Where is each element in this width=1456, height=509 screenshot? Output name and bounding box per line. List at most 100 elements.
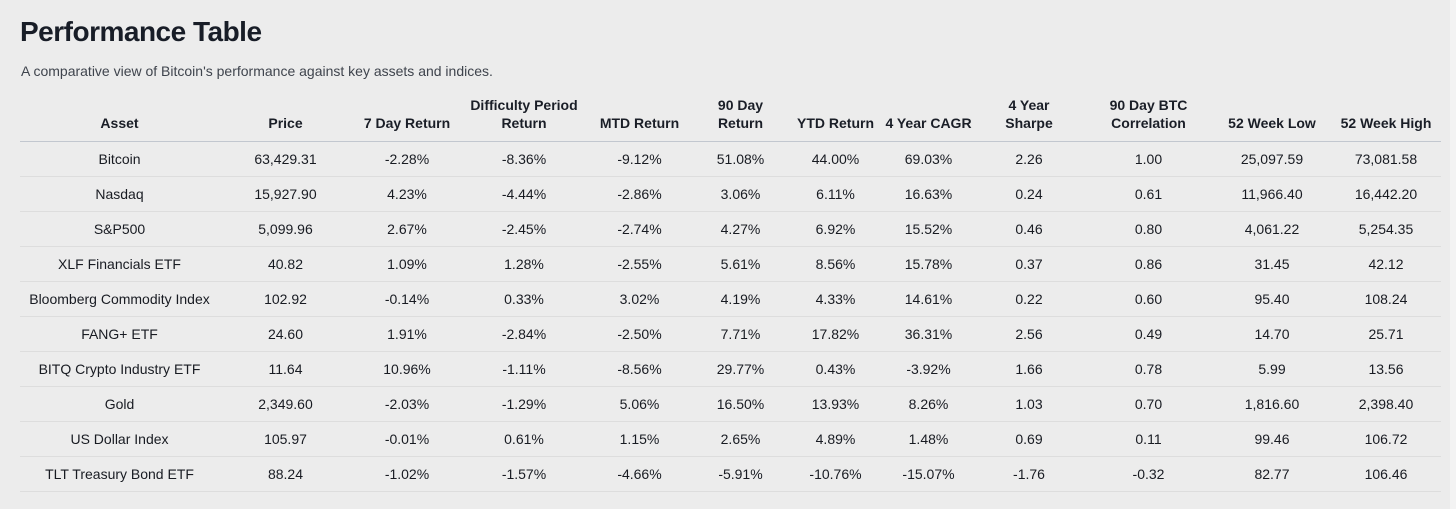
- cell-4-year-sharpe: 0.69: [1015, 431, 1043, 447]
- cell-90-day-btc-correlation: 0.86: [1134, 256, 1163, 272]
- cell-52-week-low: 31.45: [1254, 256, 1290, 272]
- cell-90-day-btc-correlation: 0.60: [1134, 291, 1163, 307]
- column-header-90-day-return: 90 Day Return: [717, 97, 764, 131]
- cell-7-day-return: 1.91%: [387, 326, 427, 342]
- cell-90-day-return: 7.71%: [720, 326, 761, 342]
- cell-90-day-return: 29.77%: [716, 361, 765, 377]
- cell-price: 2,349.60: [258, 396, 313, 412]
- column-header-difficulty-period-return: Difficulty Period Return: [470, 97, 578, 131]
- cell-4-year-cagr: -3.92%: [906, 361, 951, 377]
- cell-52-week-low: 14.70: [1254, 326, 1290, 342]
- cell-mtd-return: -2.74%: [617, 221, 662, 237]
- cell-ytd-return: 8.56%: [815, 256, 856, 272]
- cell-52-week-low: 99.46: [1254, 431, 1290, 447]
- cell-ytd-return: 17.82%: [811, 326, 860, 342]
- column-header-asset: Asset: [100, 115, 139, 131]
- table-row: Bloomberg Commodity Index 102.92 -0.14% 0.3…: [20, 281, 1441, 317]
- cell-price: 11.64: [268, 361, 303, 377]
- cell-ytd-return: 44.00%: [811, 151, 860, 167]
- cell-asset: FANG+ ETF: [81, 326, 158, 342]
- cell-asset: Bloomberg Commodity Index: [29, 291, 210, 307]
- cell-asset: Bitcoin: [98, 151, 141, 167]
- cell-90-day-btc-correlation: 1.00: [1134, 151, 1163, 167]
- cell-4-year-cagr: 14.61%: [904, 291, 953, 307]
- cell-52-week-high: 106.46: [1364, 466, 1408, 482]
- cell-4-year-sharpe: 2.56: [1015, 326, 1043, 342]
- table-row: S&P500 5,099.96 2.67% -2.45% -2.74% 4.27% 6.92…: [20, 211, 1441, 247]
- cell-price: 105.97: [264, 431, 307, 447]
- cell-52-week-low: 82.77: [1254, 466, 1290, 482]
- cell-mtd-return: -8.56%: [617, 361, 662, 377]
- cell-mtd-return: 5.06%: [619, 396, 660, 412]
- cell-ytd-return: 4.33%: [815, 291, 856, 307]
- cell-4-year-sharpe: 2.26: [1015, 151, 1043, 167]
- cell-52-week-low: 1,816.60: [1244, 396, 1300, 412]
- column-header-52-week-high: 52 Week High: [1340, 115, 1432, 131]
- performance-table: Asset Price 7 Day Return Difficulty Period …: [20, 96, 1441, 492]
- cell-price: 102.92: [264, 291, 307, 307]
- column-header-7-day-return: 7 Day Return: [363, 115, 451, 131]
- cell-mtd-return: -4.66%: [617, 466, 662, 482]
- column-header-ytd-return: YTD Return: [797, 115, 874, 131]
- cell-90-day-return: 2.65%: [720, 431, 761, 447]
- cell-90-day-return: 5.61%: [720, 256, 761, 272]
- cell-asset: Gold: [104, 396, 135, 412]
- cell-4-year-sharpe: 0.24: [1015, 186, 1043, 202]
- cell-52-week-high: 2,398.40: [1358, 396, 1414, 412]
- cell-mtd-return: 3.02%: [619, 291, 660, 307]
- cell-difficulty-period-return: -2.84%: [501, 326, 547, 342]
- cell-4-year-cagr: -15.07%: [902, 466, 955, 482]
- cell-4-year-cagr: 16.63%: [904, 186, 953, 202]
- cell-7-day-return: 1.09%: [387, 256, 427, 272]
- cell-difficulty-period-return: 1.28%: [504, 256, 544, 272]
- cell-4-year-cagr: 69.03%: [904, 151, 953, 167]
- table-row: Bitcoin 63,429.31 -2.28% -8.36% -9.12% 51.08%…: [20, 142, 1441, 177]
- cell-52-week-high: 108.24: [1364, 291, 1408, 307]
- cell-90-day-return: -5.91%: [718, 466, 763, 482]
- cell-90-day-btc-correlation: 0.80: [1134, 221, 1163, 237]
- cell-7-day-return: -2.28%: [384, 151, 430, 167]
- cell-52-week-low: 5.99: [1258, 361, 1286, 377]
- cell-7-day-return: 2.67%: [387, 221, 427, 237]
- cell-7-day-return: 4.23%: [387, 186, 427, 202]
- cell-4-year-sharpe: 1.03: [1015, 396, 1043, 412]
- cell-ytd-return: 6.92%: [815, 221, 856, 237]
- cell-90-day-return: 4.27%: [720, 221, 761, 237]
- cell-asset: BITQ Crypto Industry ETF: [38, 361, 201, 377]
- column-header-4-year-sharpe: 4 Year Sharpe: [1005, 97, 1053, 131]
- table-row: BITQ Crypto Industry ETF 11.64 10.96% -1.11…: [20, 351, 1441, 387]
- cell-price: 15,927.90: [254, 186, 317, 202]
- cell-ytd-return: 6.11%: [816, 186, 855, 202]
- cell-7-day-return: -1.02%: [384, 466, 430, 482]
- column-header-mtd-return: MTD Return: [599, 115, 680, 131]
- cell-52-week-high: 13.56: [1368, 361, 1404, 377]
- cell-mtd-return: 1.15%: [619, 431, 660, 447]
- cell-ytd-return: 13.93%: [811, 396, 860, 412]
- cell-52-week-high: 73,081.58: [1354, 151, 1418, 167]
- cell-price: 24.60: [267, 326, 304, 342]
- cell-52-week-high: 16,442.20: [1354, 186, 1418, 202]
- cell-asset: TLT Treasury Bond ETF: [45, 466, 194, 482]
- cell-ytd-return: -10.76%: [809, 466, 862, 482]
- cell-difficulty-period-return: 0.61%: [504, 431, 544, 447]
- cell-asset: Nasdaq: [95, 186, 144, 202]
- cell-90-day-btc-correlation: -0.32: [1132, 466, 1165, 482]
- cell-4-year-sharpe: -1.76: [1013, 466, 1045, 482]
- cell-90-day-return: 16.50%: [716, 396, 765, 412]
- cell-90-day-btc-correlation: 0.49: [1134, 326, 1163, 342]
- cell-price: 5,099.96: [258, 221, 313, 237]
- column-header-90-day-btc-correlation: 90 Day BTC Correlation: [1109, 97, 1188, 131]
- table-row: FANG+ ETF 24.60 1.91% -2.84% -2.50% 7.71% 17.8…: [20, 316, 1441, 352]
- cell-52-week-high: 106.72: [1364, 431, 1408, 447]
- cell-7-day-return: -0.14%: [384, 291, 430, 307]
- right-edge-gutter: [1450, 0, 1456, 509]
- cell-4-year-cagr: 15.52%: [904, 221, 953, 237]
- cell-price: 88.24: [267, 466, 304, 482]
- cell-difficulty-period-return: -1.57%: [501, 466, 547, 482]
- cell-7-day-return: -0.01%: [384, 431, 430, 447]
- column-header-52-week-low: 52 Week Low: [1228, 115, 1316, 131]
- page-subtitle: A comparative view of Bitcoin's performa…: [21, 63, 493, 79]
- table-header-row: Asset Price 7 Day Return Difficulty Period …: [20, 96, 1441, 142]
- cell-ytd-return: 4.89%: [815, 431, 856, 447]
